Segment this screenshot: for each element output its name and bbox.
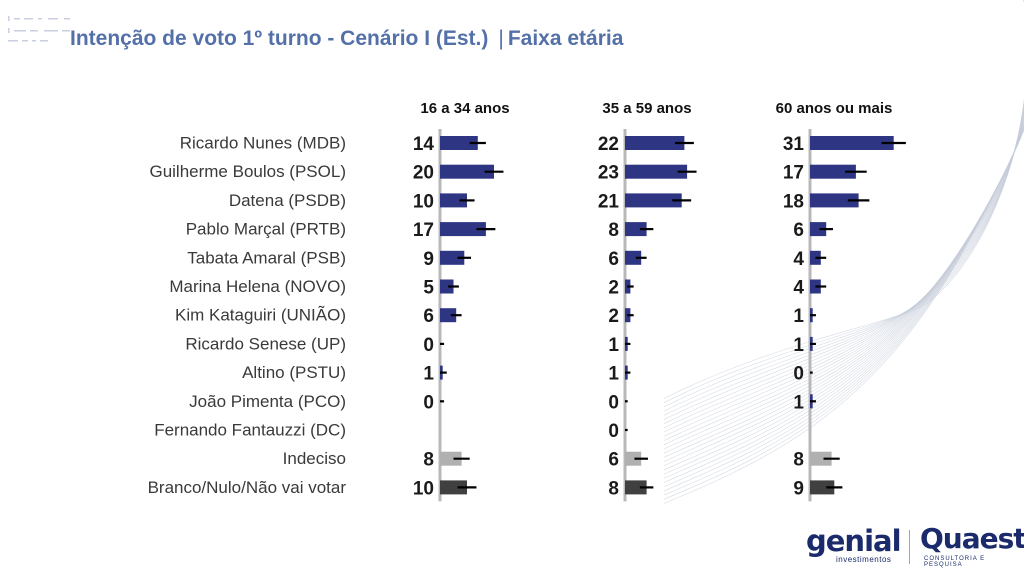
data-label: 2 bbox=[608, 278, 619, 299]
category-label: Marina Helena (NOVO) bbox=[169, 277, 346, 296]
data-label: 1 bbox=[793, 306, 804, 327]
data-label: 18 bbox=[783, 191, 804, 212]
data-label: 8 bbox=[793, 450, 804, 471]
bar bbox=[810, 193, 859, 208]
category-label: Ricardo Senese (UP) bbox=[185, 334, 346, 353]
category-label: Indeciso bbox=[283, 449, 346, 468]
data-label: 9 bbox=[423, 249, 434, 270]
data-label: 4 bbox=[793, 278, 804, 299]
data-label: 0 bbox=[608, 421, 619, 442]
bar bbox=[625, 136, 685, 150]
decorative-dots bbox=[8, 16, 70, 42]
bar bbox=[440, 136, 478, 150]
category-label: Tabata Amaral (PSB) bbox=[187, 248, 346, 267]
data-label: 6 bbox=[423, 306, 434, 327]
title-text: Intenção de voto 1º turno - Cenário I (E… bbox=[70, 27, 489, 50]
logo-divider bbox=[909, 530, 910, 564]
category-label: Ricardo Nunes (MDB) bbox=[180, 134, 346, 153]
data-label: 6 bbox=[793, 220, 804, 241]
bar bbox=[810, 480, 835, 495]
data-label: 1 bbox=[423, 364, 434, 385]
bar bbox=[440, 222, 486, 237]
wave-line bbox=[664, 0, 1024, 399]
bar bbox=[810, 164, 856, 179]
bar bbox=[625, 193, 682, 208]
category-label: João Pimenta (PCO) bbox=[189, 392, 346, 411]
data-label: 20 bbox=[413, 163, 434, 184]
data-label: 10 bbox=[413, 478, 434, 499]
data-label: 2 bbox=[608, 306, 619, 327]
data-label: 1 bbox=[608, 335, 619, 356]
data-label: 0 bbox=[423, 392, 434, 413]
data-label: 17 bbox=[413, 220, 434, 241]
bar bbox=[440, 250, 465, 265]
data-label: 8 bbox=[608, 220, 619, 241]
data-label: 9 bbox=[793, 478, 804, 499]
bar bbox=[440, 279, 454, 294]
bar bbox=[440, 480, 467, 495]
bar bbox=[440, 193, 467, 208]
quaest-logo-subtitle: CONSULTORIA E PESQUISA bbox=[924, 556, 986, 568]
bar bbox=[625, 222, 647, 237]
bar bbox=[440, 164, 494, 179]
data-label: 4 bbox=[793, 249, 804, 270]
data-label: 8 bbox=[423, 450, 434, 471]
series-header: 35 a 59 anos bbox=[602, 100, 691, 117]
data-label: 6 bbox=[608, 249, 619, 270]
wave-line bbox=[664, 0, 1024, 492]
data-label: 8 bbox=[608, 478, 619, 499]
category-label: Guilherme Boulos (PSOL) bbox=[149, 162, 346, 181]
data-label: 0 bbox=[608, 392, 619, 413]
page-title: Intenção de voto 1º turno - Cenário I (E… bbox=[70, 27, 623, 51]
decorative-waves bbox=[664, 0, 1024, 504]
data-label: 0 bbox=[423, 335, 434, 356]
category-label: Kim Kataguiri (UNIÃO) bbox=[175, 306, 346, 325]
bar bbox=[625, 250, 642, 265]
category-label: Pablo Marçal (PRTB) bbox=[186, 220, 346, 239]
bar bbox=[440, 451, 462, 466]
bar bbox=[810, 451, 832, 466]
bar bbox=[810, 222, 827, 237]
data-label: 14 bbox=[413, 134, 435, 155]
data-label: 1 bbox=[793, 335, 804, 356]
genial-logo-subtitle: investimentos bbox=[836, 555, 892, 564]
bar bbox=[440, 308, 457, 323]
data-label: 17 bbox=[783, 163, 804, 184]
data-label: 31 bbox=[783, 134, 805, 155]
wave-line bbox=[664, 0, 1024, 496]
bar bbox=[625, 451, 642, 466]
wave-line bbox=[664, 0, 1024, 487]
data-label: 10 bbox=[413, 191, 434, 212]
data-label: 6 bbox=[608, 450, 619, 471]
bar bbox=[810, 136, 894, 150]
data-label: 21 bbox=[598, 191, 620, 212]
category-label: Branco/Nulo/Não vai votar bbox=[148, 478, 347, 497]
bar bbox=[625, 480, 647, 495]
wave-line bbox=[664, 0, 1024, 500]
series-header: 16 a 34 anos bbox=[420, 100, 509, 117]
title-separator: | bbox=[498, 27, 504, 50]
data-label: 23 bbox=[598, 163, 619, 184]
data-label: 1 bbox=[608, 364, 619, 385]
data-label: 0 bbox=[793, 364, 804, 385]
data-label: 5 bbox=[423, 278, 434, 299]
data-label: 22 bbox=[598, 134, 619, 155]
category-label: Altino (PSTU) bbox=[242, 363, 346, 382]
genial-logo: genial bbox=[806, 524, 902, 558]
category-label: Fernando Fantauzzi (DC) bbox=[154, 421, 346, 440]
bar bbox=[625, 164, 688, 179]
series-header: 60 anos ou mais bbox=[776, 100, 893, 117]
category-label: Datena (PSDB) bbox=[229, 191, 346, 210]
data-label: 1 bbox=[793, 392, 804, 413]
title-subtitle: Faixa etária bbox=[507, 27, 624, 50]
quaest-logo: Quaest bbox=[920, 522, 1024, 555]
